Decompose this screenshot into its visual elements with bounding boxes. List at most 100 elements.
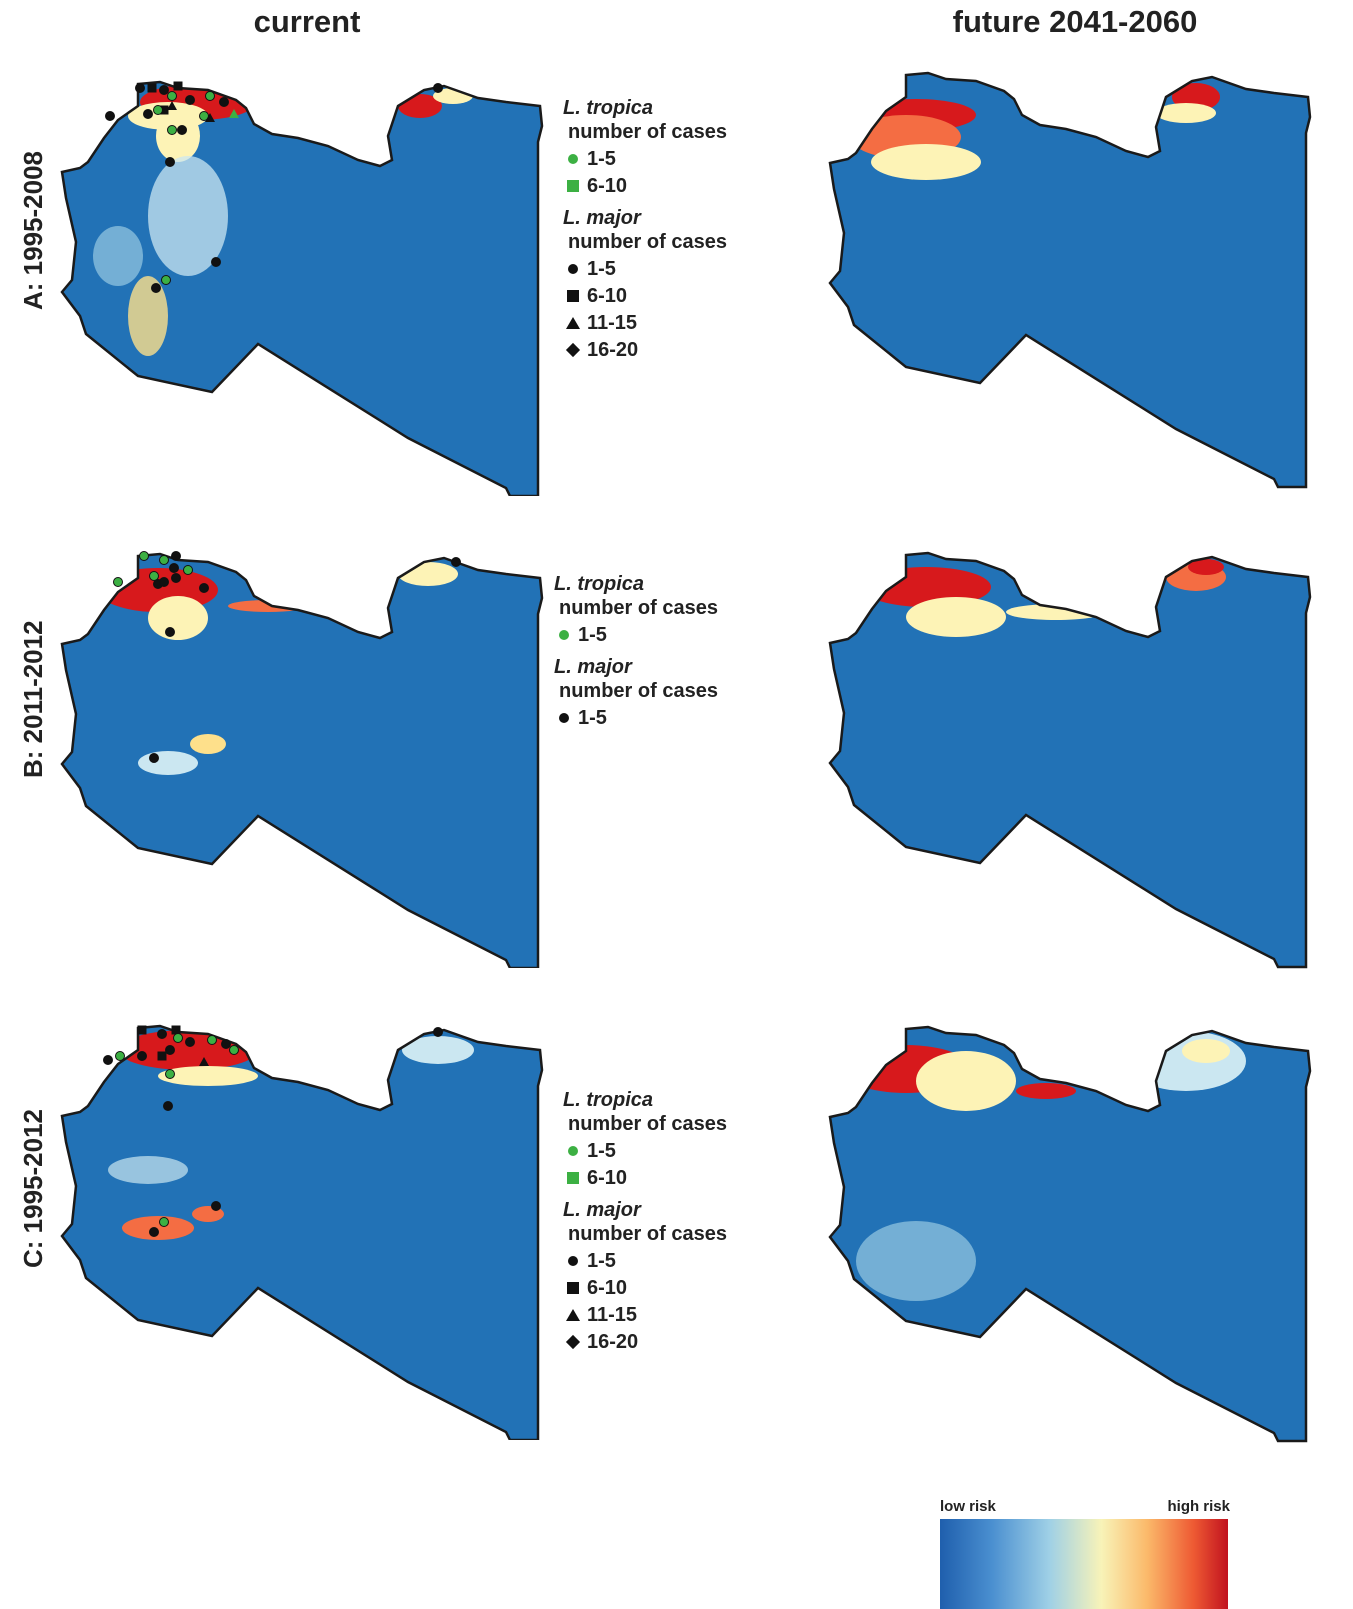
- black-square-icon: [566, 289, 580, 303]
- tropica-case-circle: [161, 275, 171, 285]
- legend-entry: 6-10: [566, 176, 727, 196]
- row-label-c: C: 1995-2012: [18, 1109, 48, 1268]
- major-case-square: [147, 83, 157, 93]
- major-case-circle: [451, 557, 461, 567]
- legend-entry: 1-5: [566, 149, 727, 169]
- major-case-circle: [159, 85, 169, 95]
- risk-zone: [158, 1066, 258, 1086]
- legend-entry-label: 6-10: [587, 175, 628, 197]
- tropica-case-circle: [153, 105, 163, 115]
- map-c-future: [828, 1025, 1312, 1443]
- country-fill: [62, 1026, 542, 1440]
- legend-entry-label: 1-5: [587, 148, 616, 170]
- risk-zone: [1182, 1039, 1230, 1063]
- country-outline: [828, 551, 1312, 969]
- legend-entry: 1-5: [566, 1141, 727, 1161]
- legend-a-major-title: L. major: [563, 207, 641, 229]
- tropica-case-circle: [159, 1217, 169, 1227]
- major-case-circle: [165, 1045, 175, 1055]
- scale-low-label: low risk: [940, 1498, 996, 1515]
- tropica-case-circle: [113, 577, 123, 587]
- major-case-circle: [219, 97, 229, 107]
- country-outline: [828, 71, 1312, 489]
- legend-b-tropica: L. tropica number of cases 1-5: [554, 574, 718, 645]
- legend-a: L. tropica number of cases 1-5 6-10 L. m…: [563, 98, 727, 372]
- tropica-case-circle: [207, 1035, 217, 1045]
- tropica-case-circle: [229, 1045, 239, 1055]
- risk-zones: [108, 1030, 474, 1240]
- black-triangle-icon: [566, 316, 580, 330]
- legend-entry: 1-5: [557, 708, 718, 728]
- scale-gradient-bar: [940, 1519, 1228, 1609]
- legend-entry: 11-15: [566, 313, 727, 333]
- black-diamond-icon: [566, 1335, 580, 1349]
- tropica-case-circle: [183, 565, 193, 575]
- risk-zone: [122, 1216, 194, 1240]
- legend-c-tropica-sub: number of cases: [568, 1113, 727, 1135]
- legend-entry: 11-15: [566, 1305, 727, 1325]
- legend-entry-label: 1-5: [587, 1140, 616, 1162]
- major-case-circle: [149, 1227, 159, 1237]
- major-case-circle: [135, 83, 145, 93]
- legend-entry-label: 11-15: [587, 1304, 638, 1326]
- risk-zone: [871, 144, 981, 180]
- risk-color-scale: low risk high risk: [940, 1498, 1230, 1609]
- country-fill: [830, 553, 1310, 967]
- legend-entry: 6-10: [566, 286, 727, 306]
- major-case-circle: [171, 551, 181, 561]
- legend-b-major-sub: number of cases: [559, 680, 718, 702]
- tropica-case-circle: [205, 91, 215, 101]
- major-case-circle: [211, 1201, 221, 1211]
- legend-entry: 16-20: [566, 1332, 727, 1352]
- major-case-circle: [105, 111, 115, 121]
- major-case-circle: [171, 573, 181, 583]
- map-b-current: [60, 551, 544, 968]
- legend-entry: 6-10: [566, 1168, 727, 1188]
- legend-c-major-title: L. major: [563, 1199, 641, 1221]
- major-case-square: [171, 1025, 181, 1035]
- risk-zone: [156, 110, 200, 162]
- legend-a-tropica: L. tropica number of cases 1-5 6-10: [563, 98, 727, 196]
- legend-entry-label: 6-10: [587, 1167, 628, 1189]
- risk-zone: [190, 734, 226, 754]
- map-b-future: [828, 551, 1312, 969]
- major-case-circle: [149, 753, 159, 763]
- risk-zone: [856, 1221, 976, 1301]
- country-fill: [62, 554, 542, 968]
- legend-b-major-title: L. major: [554, 656, 632, 678]
- risk-zone: [93, 226, 143, 286]
- risk-zone: [398, 562, 458, 586]
- legend-a-major: L. major number of cases 1-5 6-10 11-15 …: [563, 208, 727, 360]
- major-case-circle: [211, 257, 221, 267]
- legend-entry: 6-10: [566, 1278, 727, 1298]
- tropica-case-circle: [159, 555, 169, 565]
- legend-c-major-sub: number of cases: [568, 1223, 727, 1245]
- black-square-icon: [566, 1281, 580, 1295]
- black-triangle-icon: [566, 1308, 580, 1322]
- column-title-future: future 2041-2060: [952, 4, 1198, 39]
- map-c-current: [60, 1024, 544, 1440]
- legend-entry: 1-5: [557, 625, 718, 645]
- major-case-circle: [433, 83, 443, 93]
- scale-high-label: high risk: [1167, 1498, 1230, 1515]
- major-case-circle: [185, 1037, 195, 1047]
- major-case-circle: [137, 1051, 147, 1061]
- black-diamond-icon: [566, 343, 580, 357]
- major-case-triangle: [199, 1057, 209, 1066]
- major-case-square: [137, 1025, 147, 1035]
- legend-entry-label: 16-20: [587, 1331, 639, 1353]
- major-case-circle: [185, 95, 195, 105]
- legend-c-tropica: L. tropica number of cases 1-5 6-10: [563, 1090, 727, 1188]
- risk-zone: [402, 1036, 474, 1064]
- legend-b-tropica-title: L. tropica: [554, 573, 645, 595]
- green-circle-icon: [566, 152, 580, 166]
- legend-a-tropica-sub: number of cases: [568, 121, 727, 143]
- risk-zone: [128, 276, 168, 356]
- legend-b: L. tropica number of cases 1-5 L. major …: [554, 574, 718, 740]
- legend-c: L. tropica number of cases 1-5 6-10 L. m…: [563, 1090, 727, 1364]
- green-circle-icon: [566, 1144, 580, 1158]
- risk-zone: [138, 751, 198, 775]
- major-case-circle: [163, 1101, 173, 1111]
- risk-zone: [148, 156, 228, 276]
- map-a-future: [828, 71, 1312, 489]
